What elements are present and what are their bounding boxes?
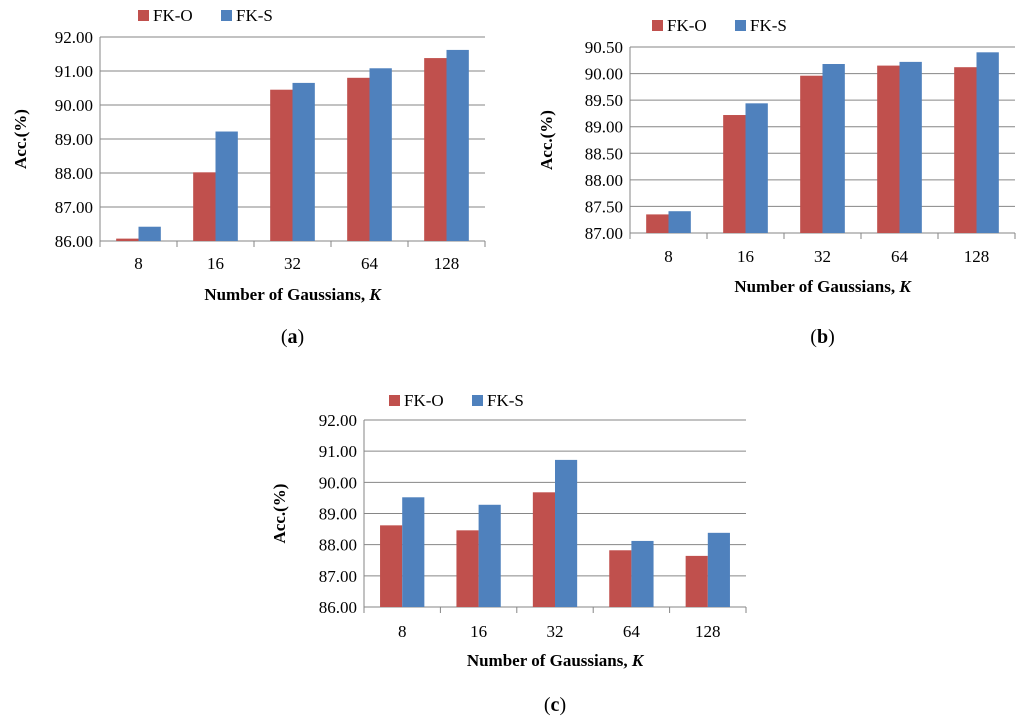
chart-panel-a: 86.00 87.00 88.00 89.00 90.00 91.00 92.00 8 16 32…: [11, 6, 486, 348]
bar-fk-o-8: [116, 238, 139, 241]
y-axis-title: Acc.(%): [270, 484, 289, 544]
y-tick-label: 89.00: [55, 130, 93, 149]
y-tick-label: 88.00: [319, 536, 357, 555]
bar-fk-s-128: [976, 52, 999, 233]
y-axis-title: Acc.(%): [11, 109, 30, 169]
x-tick-label: 32: [547, 622, 564, 641]
bar-fk-o-64: [877, 65, 900, 233]
bar-fk-s-64: [899, 61, 922, 233]
y-tick-label: 87.00: [319, 567, 357, 586]
x-tick-label: 64: [623, 622, 641, 641]
y-tick-label: 89.00: [319, 505, 357, 524]
x-tick-label: 32: [284, 254, 301, 273]
x-tick-label: 16: [737, 247, 754, 266]
bar-fk-s-128: [707, 532, 730, 607]
y-axis-title: Acc.(%): [537, 110, 556, 170]
bar-fk-o-32: [800, 75, 823, 233]
x-axis-variable: K: [631, 651, 645, 670]
y-tick-label: 90.50: [585, 38, 623, 57]
legend-swatch-fk-o: [652, 20, 663, 31]
legend-swatch-fk-s: [221, 10, 232, 21]
x-axis-variable: K: [898, 277, 912, 296]
legend-swatch-fk-s: [472, 395, 483, 406]
y-tick-label: 88.00: [55, 164, 93, 183]
bar-fk-s-32: [822, 64, 845, 234]
bar-fk-s-8: [402, 497, 425, 607]
y-tick-label: 92.00: [55, 28, 93, 47]
bar-fk-s-16: [215, 131, 238, 241]
bar-fk-o-32: [532, 492, 555, 607]
x-tick-label: 8: [398, 622, 407, 641]
x-tick-label: 16: [207, 254, 224, 273]
bar-fk-s-128: [446, 49, 469, 241]
bar-fk-o-128: [954, 67, 977, 234]
y-tick-label: 89.00: [585, 118, 623, 137]
x-tick-label: 128: [695, 622, 721, 641]
x-axis-variable: K: [368, 285, 382, 304]
bar-fk-s-8: [668, 211, 691, 233]
y-tick-label: 86.00: [55, 232, 93, 251]
chart-panel-b: 87.00 87.50 88.00 88.50 89.00 89.50 90.00 90.50…: [537, 16, 1016, 348]
x-tick-label: 64: [891, 247, 909, 266]
y-tick-label: 87.50: [585, 197, 623, 216]
legend-label-fk-o: FK-O: [667, 16, 707, 35]
bar-fk-o-64: [609, 550, 632, 607]
y-tick-label: 86.00: [319, 598, 357, 617]
bar-fk-o-8: [646, 214, 669, 233]
bar-fk-o-16: [193, 172, 216, 241]
y-tick-label: 91.00: [55, 62, 93, 81]
y-tick-label: 87.00: [55, 198, 93, 217]
x-tick-label: 128: [964, 247, 990, 266]
y-tick-label: 90.00: [55, 96, 93, 115]
legend-swatch-fk-o: [389, 395, 400, 406]
legend-swatch-fk-s: [735, 20, 746, 31]
y-tick-label: 92.00: [319, 411, 357, 430]
bar-fk-s-16: [478, 504, 501, 607]
bar-fk-o-128: [685, 555, 708, 607]
bar-fk-o-64: [347, 77, 370, 241]
legend-swatch-fk-o: [138, 10, 149, 21]
bar-fk-s-64: [369, 68, 392, 241]
bar-fk-o-8: [380, 525, 403, 607]
y-tick-label: 90.00: [319, 473, 357, 492]
panel-label: (b): [810, 326, 834, 348]
x-tick-label: 8: [134, 254, 143, 273]
bar-fk-s-8: [138, 226, 161, 241]
x-tick-label: 8: [664, 247, 673, 266]
x-tick-label: 64: [361, 254, 379, 273]
x-axis-title: Number of Gaussians, K: [734, 277, 912, 296]
bar-fk-s-64: [631, 540, 654, 607]
y-tick-label: 90.00: [585, 65, 623, 84]
panel-label: (a): [281, 326, 304, 348]
y-tick-label: 88.50: [585, 144, 623, 163]
bar-fk-s-32: [292, 82, 315, 242]
bar-fk-s-32: [555, 459, 578, 607]
bar-fk-o-32: [270, 89, 293, 241]
bar-fk-o-16: [723, 115, 746, 233]
y-tick-label: 89.50: [585, 91, 623, 110]
legend-label-fk-o: FK-O: [153, 6, 193, 25]
y-tick-label: 87.00: [585, 224, 623, 243]
bar-fk-s-16: [745, 103, 768, 234]
x-axis-title: Number of Gaussians, K: [467, 651, 645, 670]
bar-fk-o-16: [456, 530, 479, 607]
legend-label-fk-s: FK-S: [236, 6, 273, 25]
y-tick-label: 91.00: [319, 442, 357, 461]
x-tick-label: 16: [470, 622, 487, 641]
panel-label: (c): [544, 694, 566, 716]
bar-fk-o-128: [424, 58, 447, 241]
y-tick-label: 88.00: [585, 171, 623, 190]
legend-label-fk-s: FK-S: [750, 16, 787, 35]
x-tick-label: 128: [434, 254, 460, 273]
legend-label-fk-s: FK-S: [487, 391, 524, 410]
x-tick-label: 32: [814, 247, 831, 266]
x-axis-title: Number of Gaussians, K: [204, 285, 382, 304]
chart-panel-c: 86.00 87.00 88.00 89.00 90.00 91.00 92.00 8 16 32…: [270, 391, 747, 716]
legend-label-fk-o: FK-O: [404, 391, 444, 410]
